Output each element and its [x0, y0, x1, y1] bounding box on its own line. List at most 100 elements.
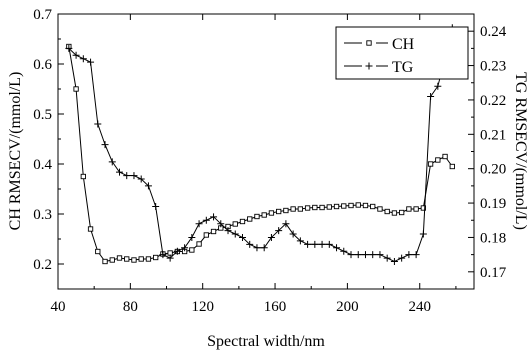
ch-point: [370, 203, 376, 210]
ch-point: [399, 209, 405, 216]
ch-point: [153, 254, 159, 261]
tg-point: [405, 251, 413, 259]
ch-point: [290, 206, 296, 212]
tg-point: [65, 44, 73, 52]
x-tick-label: 80: [123, 299, 138, 315]
ch-point: [442, 153, 448, 160]
ch-point: [189, 247, 195, 253]
y-right-tick-label: 0.22: [480, 93, 506, 109]
tg-legend-marker: [365, 62, 373, 70]
tg-point: [434, 82, 442, 90]
x-tick-label: 240: [408, 299, 431, 315]
tg-point: [253, 244, 261, 252]
y-right-tick-label: 0.19: [480, 196, 506, 212]
ch-point: [145, 256, 152, 262]
ch-point: [326, 204, 332, 210]
ch-legend-marker: [366, 40, 372, 46]
ch-point: [232, 221, 238, 227]
ch-point: [73, 86, 79, 92]
ch-point: [276, 208, 282, 215]
tg-point: [275, 227, 283, 235]
tg-point: [289, 230, 297, 238]
tg-point: [333, 244, 341, 252]
y-left-tick-label: 0.7: [33, 7, 52, 23]
tg-point: [296, 237, 304, 245]
series-layer: [65, 24, 456, 265]
tg-point: [123, 172, 131, 180]
tg-point: [311, 240, 319, 248]
tg-point: [412, 251, 420, 259]
tg-point: [369, 251, 377, 259]
ch-point: [377, 206, 383, 212]
tg-point: [354, 251, 362, 259]
y-left-tick-label: 0.6: [33, 57, 52, 73]
ch-point: [95, 248, 101, 255]
ch-point: [87, 226, 94, 232]
tg-point: [398, 254, 406, 262]
ch-point: [203, 232, 209, 238]
ch-point: [362, 202, 369, 209]
ch-point: [124, 256, 130, 262]
tg-point: [87, 58, 95, 66]
tg-point: [427, 93, 435, 100]
ch-point: [80, 173, 86, 180]
tg-point: [173, 247, 181, 255]
tg-point: [166, 254, 174, 262]
tg-point: [390, 258, 398, 265]
tg-point: [419, 230, 427, 238]
tg-point: [188, 233, 196, 241]
ch-point: [391, 210, 398, 216]
x-axis-label: Spectral width/nm: [207, 333, 325, 350]
axes-layer: 40 80 120 160 200 240 0.2 0.3 0.4 0.5 0.6 0.7 0.17 0.…: [33, 7, 507, 315]
tg-point: [202, 216, 210, 224]
ch-point: [138, 256, 144, 262]
tg-point: [340, 247, 348, 255]
tg-point: [144, 182, 152, 190]
tg-point: [238, 233, 246, 241]
tg-point: [260, 244, 268, 252]
tg-point: [246, 240, 254, 248]
ch-point: [355, 202, 361, 208]
y-right-tick-label: 0.21: [480, 127, 506, 143]
y-right-tick-label: 0.24: [480, 24, 507, 40]
ch-point: [297, 206, 304, 212]
ch-point: [319, 204, 325, 211]
y-right-tick-label: 0.17: [480, 265, 507, 281]
tg-point: [383, 254, 391, 262]
ch-point: [420, 205, 427, 211]
ch-point: [341, 203, 347, 209]
ch-point: [239, 218, 246, 225]
tg-point: [137, 175, 145, 183]
legend-box: [335, 26, 469, 80]
tg-point: [152, 203, 160, 210]
ch-point: [268, 210, 275, 216]
ch-point: [261, 212, 267, 218]
ch-point: [131, 257, 137, 263]
y-axis-label-left: CH RMSECV/(mmol/L): [7, 72, 24, 231]
ch-legend-label: CH: [392, 36, 415, 53]
ch-point: [283, 207, 289, 214]
tg-point: [267, 233, 275, 241]
ch-point: [413, 206, 419, 212]
tg-point: [318, 240, 326, 248]
tg-point: [108, 158, 116, 166]
tg-point: [347, 251, 355, 259]
ch-point: [427, 161, 434, 167]
ch-point: [247, 216, 253, 222]
tg-point: [101, 141, 109, 149]
ch-point: [210, 228, 217, 235]
ch-point: [435, 157, 441, 163]
tg-legend-label: TG: [392, 59, 414, 76]
ch-point: [384, 208, 390, 215]
legend: CH TG: [335, 26, 469, 80]
y-right-tick-label: 0.20: [480, 162, 506, 178]
tg-point: [217, 220, 225, 228]
tg-point: [325, 240, 333, 248]
ch-point: [167, 250, 173, 256]
ch-point: [109, 257, 115, 263]
ch-point: [333, 203, 340, 210]
tg-point: [72, 51, 80, 59]
tg-point: [94, 120, 102, 128]
tg-point: [130, 172, 138, 180]
